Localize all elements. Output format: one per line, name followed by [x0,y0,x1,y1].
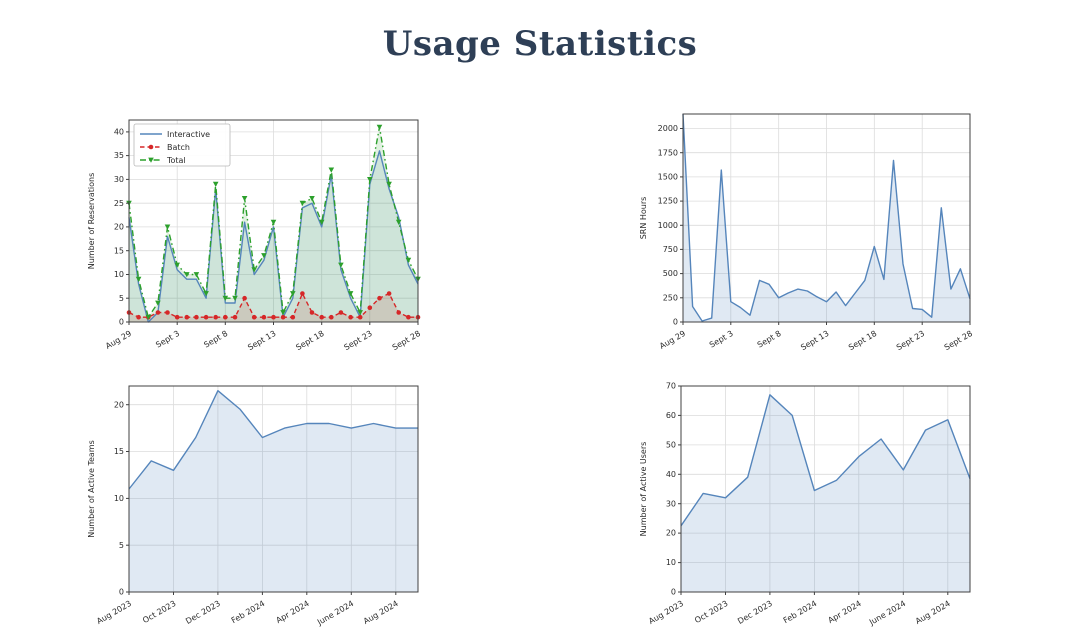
svg-text:2000: 2000 [658,124,678,133]
svg-text:Number of Reservations: Number of Reservations [87,173,96,270]
svg-text:35: 35 [114,151,124,160]
svg-text:Sept 23: Sept 23 [895,329,926,352]
svg-text:Sept 8: Sept 8 [756,329,783,350]
reservations-canvas: 0 5 10 15 20 25 30 35 40 Aug 29 Sept 3 Sept 8 Sept 1… [87,119,422,352]
svg-text:20: 20 [114,223,124,232]
svg-text:0: 0 [671,588,676,597]
svg-text:Oct 2023: Oct 2023 [693,599,729,625]
svg-text:Apr 2024: Apr 2024 [274,599,310,625]
svg-text:Sept 13: Sept 13 [799,329,830,352]
svg-text:Batch: Batch [167,143,190,152]
svg-text:5: 5 [119,294,124,303]
svg-text:June 2024: June 2024 [867,599,907,627]
svg-text:Sept 28: Sept 28 [943,329,974,352]
svg-text:10: 10 [114,494,124,503]
svg-text:Sept 28: Sept 28 [391,329,422,352]
svg-text:1250: 1250 [658,197,678,206]
svg-text:Aug 2023: Aug 2023 [647,599,685,626]
svg-text:20: 20 [666,529,676,538]
active-users-chart: 0 10 20 30 40 50 60 70 Aug 2023 Oct 2023 Dec 2023 F… [637,374,982,640]
svg-text:40: 40 [666,470,676,479]
svg-text:Sept 3: Sept 3 [154,329,181,350]
svg-text:Sept 18: Sept 18 [294,329,325,352]
svg-text:1000: 1000 [658,221,678,230]
svg-text:June 2024: June 2024 [315,599,355,627]
svg-text:60: 60 [666,411,676,420]
svg-text:SRN Hours: SRN Hours [639,197,648,240]
svg-text:1500: 1500 [658,173,678,182]
svg-text:Sept 8: Sept 8 [202,329,229,350]
svg-text:0: 0 [119,318,124,327]
svg-text:Dec 2023: Dec 2023 [184,599,222,626]
svg-text:Oct 2023: Oct 2023 [141,599,177,625]
svg-text:Apr 2024: Apr 2024 [826,599,862,625]
svg-text:Aug 29: Aug 29 [658,329,687,351]
svg-text:Feb 2024: Feb 2024 [230,599,267,625]
svg-text:40: 40 [114,128,124,137]
srn-hours-chart: 0 250 500 750 1000 1250 1500 1750 2000 Aug 29 Sept… [637,100,982,358]
svg-text:Total: Total [166,156,186,165]
svg-text:Dec 2023: Dec 2023 [736,599,774,626]
svg-text:30: 30 [114,175,124,184]
svg-text:30: 30 [666,499,676,508]
svg-text:70: 70 [666,382,676,391]
svg-text:50: 50 [666,441,676,450]
svg-text:0: 0 [673,318,678,327]
svg-text:20: 20 [114,400,124,409]
svg-text:1750: 1750 [658,148,678,157]
reservations-chart: 0 5 10 15 20 25 30 35 40 Aug 29 Sept 3 Sept 8 Sept 1… [85,100,430,358]
active-teams-chart: 0 5 10 15 20 Aug 2023 Oct 2023 Dec 2023 Feb 2024… [85,374,430,640]
srn-hours-canvas: 0 250 500 750 1000 1250 1500 1750 2000 Aug 29 Sept… [639,113,974,352]
svg-text:Aug 2024: Aug 2024 [362,599,400,626]
svg-text:Sept 18: Sept 18 [847,329,878,352]
svg-text:15: 15 [114,246,124,255]
svg-text:0: 0 [119,588,124,597]
svg-text:5: 5 [119,541,124,550]
svg-text:10: 10 [666,558,676,567]
svg-text:750: 750 [663,245,678,254]
svg-text:Interactive: Interactive [167,130,210,139]
svg-text:Feb 2024: Feb 2024 [782,599,819,625]
svg-text:Aug 2023: Aug 2023 [95,599,133,626]
svg-text:Sept 3: Sept 3 [708,329,735,350]
svg-text:Number of Active Users: Number of Active Users [639,442,648,537]
svg-text:Aug 2024: Aug 2024 [914,599,952,626]
active-users-canvas: 0 10 20 30 40 50 60 70 Aug 2023 Oct 2023 Dec 2023 F… [639,382,971,627]
svg-text:500: 500 [663,269,678,278]
svg-text:250: 250 [663,293,678,302]
page-title: Usage Statistics [382,24,698,64]
svg-text:Aug 29: Aug 29 [104,329,133,351]
svg-text:25: 25 [114,199,124,208]
svg-text:Sept 23: Sept 23 [343,329,374,352]
svg-text:Number of Active Teams: Number of Active Teams [87,440,96,538]
svg-text:10: 10 [114,270,124,279]
svg-text:Sept 13: Sept 13 [246,329,277,352]
svg-text:15: 15 [114,447,124,456]
active-teams-canvas: 0 5 10 15 20 Aug 2023 Oct 2023 Dec 2023 Feb 2024… [87,385,419,627]
